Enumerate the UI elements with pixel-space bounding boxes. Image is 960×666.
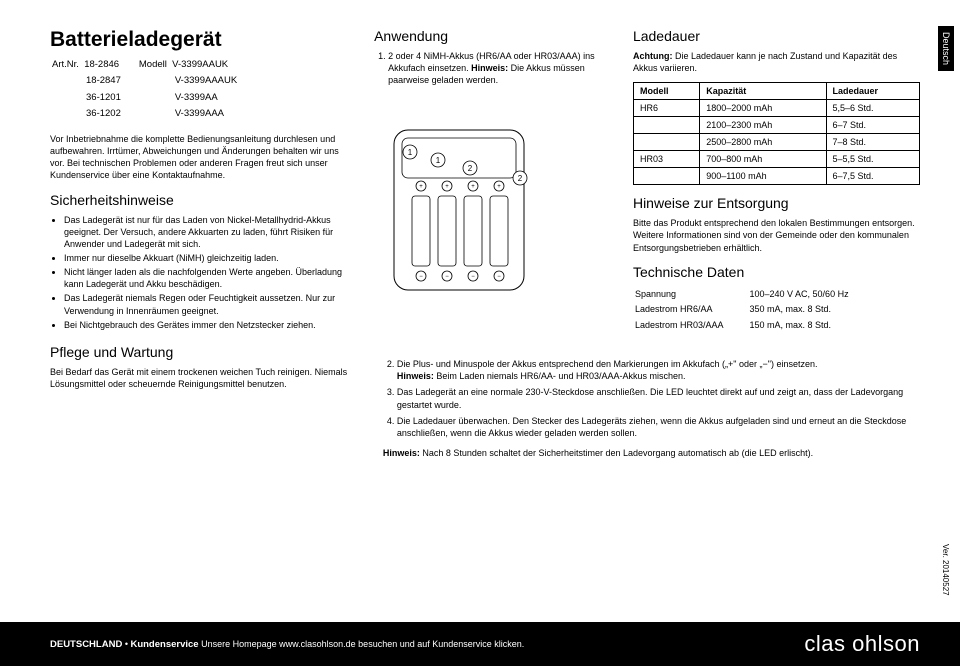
charge-intro: Achtung: Die Ladedauer kann je nach Zust… xyxy=(633,50,920,74)
brand-logo: clas ohlson xyxy=(804,631,920,657)
svg-text:+: + xyxy=(419,184,423,190)
charge-table: ModellKapazitätLadedauer HR61800–2000 mA… xyxy=(633,82,920,185)
heading-use: Anwendung xyxy=(374,28,609,44)
svg-text:+: + xyxy=(497,184,501,190)
svg-text:2: 2 xyxy=(468,164,473,173)
intro-text: Vor Inbetriebnahme die komplette Bedienu… xyxy=(50,133,350,182)
svg-text:2: 2 xyxy=(518,174,523,183)
heading-tech: Technische Daten xyxy=(633,264,920,280)
svg-text:−: − xyxy=(471,274,475,280)
use-final-hint: Hinweis: Nach 8 Stunden schaltet der Sic… xyxy=(383,447,920,459)
heading-care: Pflege und Wartung xyxy=(50,344,359,360)
svg-text:+: + xyxy=(445,184,449,190)
care-text: Bei Bedarf das Gerät mit einem trockenen… xyxy=(50,366,359,390)
use-steps-upper: 2 oder 4 NiMH-Akkus (HR6/AA oder HR03/AA… xyxy=(374,50,609,86)
disposal-text: Bitte das Produkt entsprechend den lokal… xyxy=(633,217,920,253)
footer-bar: DEUTSCHLAND • Kundenservice Unsere Homep… xyxy=(0,622,960,666)
heading-charge: Ladedauer xyxy=(633,28,920,44)
tech-table: Spannung100–240 V AC, 50/60 Hz Ladestrom… xyxy=(633,286,851,335)
safety-list: Das Ladegerät ist nur für das Laden von … xyxy=(50,214,350,331)
svg-text:−: − xyxy=(497,274,501,280)
svg-text:−: − xyxy=(419,274,423,280)
svg-text:1: 1 xyxy=(436,156,441,165)
heading-disposal: Hinweise zur Entsorgung xyxy=(633,195,920,211)
page-title: Batterieladegerät xyxy=(50,28,350,52)
svg-text:−: − xyxy=(445,274,449,280)
use-steps-lower: Die Plus- und Minuspole der Akkus entspr… xyxy=(383,358,920,439)
svg-text:+: + xyxy=(471,184,475,190)
charger-diagram: + + + + − − − − 1 1 2 2 xyxy=(374,100,544,300)
lang-tab: Deutsch xyxy=(938,26,954,71)
svg-text:1: 1 xyxy=(408,148,413,157)
artnr-table: Art.Nr. 18-2846 Modell V-3399AAUK 18-284… xyxy=(50,56,255,123)
version-label: Ver. 20140527 xyxy=(941,544,950,596)
heading-safety: Sicherheitshinweise xyxy=(50,192,350,208)
